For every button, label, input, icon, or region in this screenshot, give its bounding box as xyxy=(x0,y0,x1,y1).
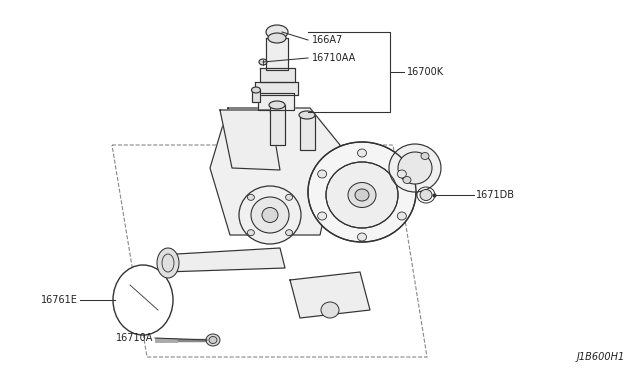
Ellipse shape xyxy=(113,265,173,335)
Ellipse shape xyxy=(266,25,288,39)
Ellipse shape xyxy=(389,144,441,192)
Ellipse shape xyxy=(251,197,289,233)
Text: 166A7: 166A7 xyxy=(312,35,343,45)
Ellipse shape xyxy=(317,170,326,178)
Ellipse shape xyxy=(420,189,432,201)
Ellipse shape xyxy=(317,212,326,220)
Ellipse shape xyxy=(259,59,267,65)
Ellipse shape xyxy=(403,176,411,183)
Polygon shape xyxy=(260,68,295,82)
Text: 1671DB: 1671DB xyxy=(476,190,515,200)
Text: 16710A: 16710A xyxy=(116,333,153,343)
Ellipse shape xyxy=(308,142,416,242)
Polygon shape xyxy=(258,93,294,110)
Text: 16761E: 16761E xyxy=(41,295,78,305)
Ellipse shape xyxy=(397,212,406,220)
Ellipse shape xyxy=(321,302,339,318)
Ellipse shape xyxy=(269,101,285,109)
Ellipse shape xyxy=(358,149,367,157)
Polygon shape xyxy=(210,108,340,235)
Ellipse shape xyxy=(248,194,255,201)
Ellipse shape xyxy=(358,233,367,241)
Ellipse shape xyxy=(326,162,398,228)
Polygon shape xyxy=(160,248,285,272)
Ellipse shape xyxy=(285,230,292,236)
Text: 16710AA: 16710AA xyxy=(312,53,356,63)
Ellipse shape xyxy=(421,153,429,160)
Ellipse shape xyxy=(248,230,255,236)
Polygon shape xyxy=(220,110,280,170)
Ellipse shape xyxy=(252,87,260,93)
Ellipse shape xyxy=(348,183,376,208)
Polygon shape xyxy=(266,38,288,70)
Ellipse shape xyxy=(397,170,406,178)
Polygon shape xyxy=(290,272,370,318)
Ellipse shape xyxy=(268,33,286,43)
Polygon shape xyxy=(252,90,260,102)
Ellipse shape xyxy=(262,208,278,222)
Polygon shape xyxy=(270,105,285,145)
Ellipse shape xyxy=(285,194,292,201)
Ellipse shape xyxy=(206,334,220,346)
Polygon shape xyxy=(255,82,298,95)
Ellipse shape xyxy=(299,111,315,119)
Ellipse shape xyxy=(355,189,369,201)
Text: J1B600H1: J1B600H1 xyxy=(577,352,625,362)
Ellipse shape xyxy=(157,248,179,278)
Polygon shape xyxy=(300,115,315,150)
Ellipse shape xyxy=(398,152,432,184)
Ellipse shape xyxy=(209,337,217,343)
Ellipse shape xyxy=(239,186,301,244)
Text: 16700K: 16700K xyxy=(407,67,444,77)
